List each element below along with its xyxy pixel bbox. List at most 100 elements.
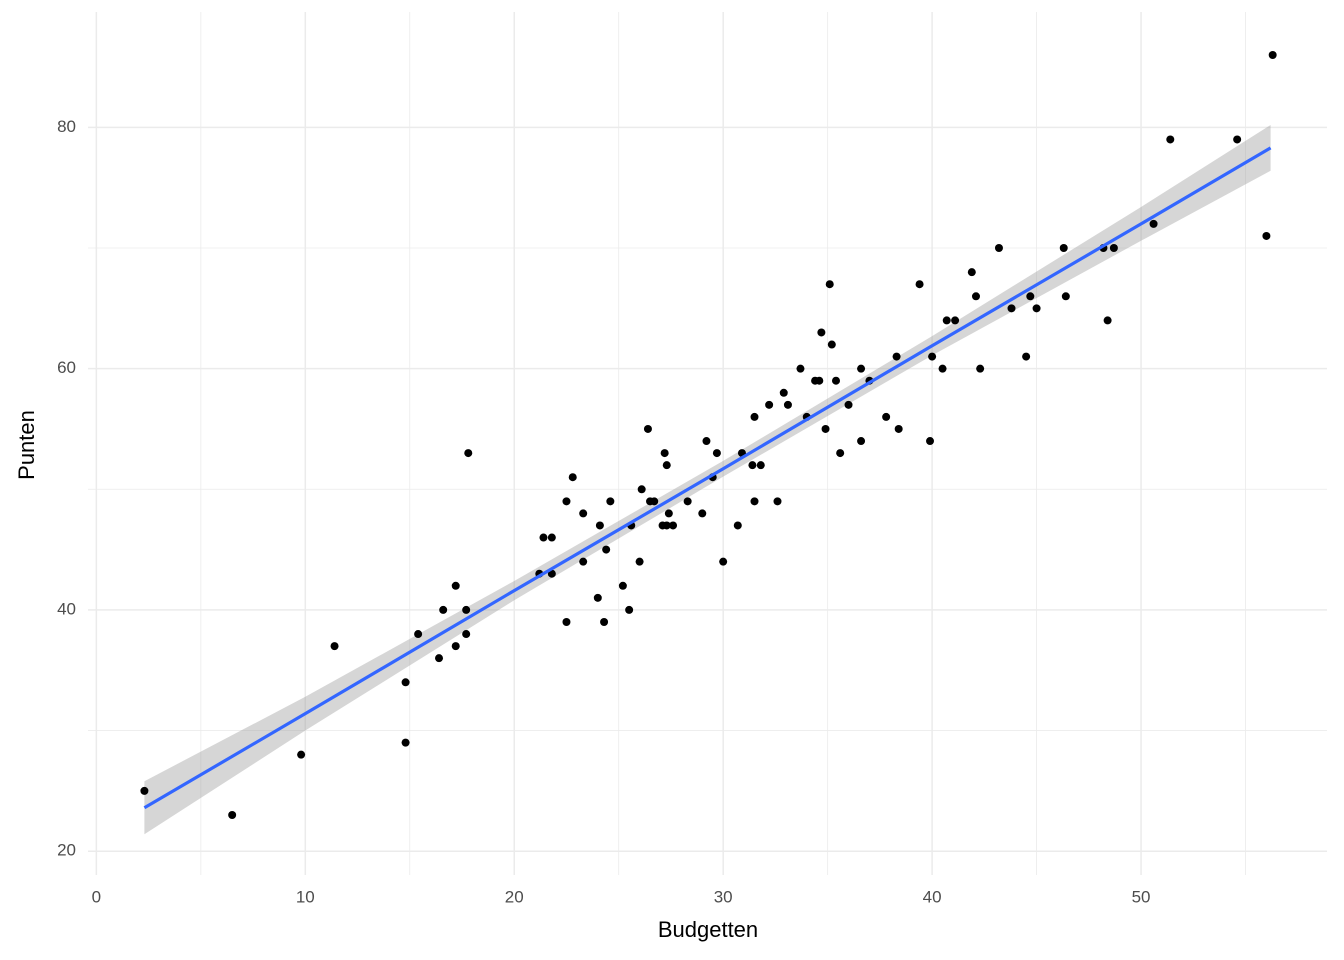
point	[1059, 244, 1068, 253]
x-tick-label: 50	[1132, 887, 1151, 906]
point	[439, 605, 448, 614]
point	[562, 617, 571, 626]
y-axis-title: Punten	[14, 410, 39, 480]
point	[635, 557, 644, 566]
point	[783, 400, 792, 409]
point	[733, 521, 742, 530]
point	[915, 280, 924, 289]
point	[942, 316, 951, 325]
point	[821, 424, 830, 433]
y-tick-label: 40	[57, 599, 76, 618]
point	[967, 268, 976, 277]
x-tick-label: 40	[923, 887, 942, 906]
point	[435, 654, 444, 663]
point	[664, 509, 673, 518]
point	[750, 497, 759, 506]
y-tick-label: 20	[57, 841, 76, 860]
point	[825, 280, 834, 289]
x-tick-label: 30	[714, 887, 733, 906]
point	[1149, 219, 1158, 228]
point	[926, 437, 935, 446]
point	[796, 364, 805, 373]
point	[1007, 304, 1016, 313]
point	[702, 437, 711, 446]
point	[857, 364, 866, 373]
point	[547, 533, 556, 542]
point	[857, 437, 866, 446]
point	[600, 617, 609, 626]
point	[579, 557, 588, 566]
point	[765, 400, 774, 409]
point	[719, 557, 728, 566]
point	[595, 521, 604, 530]
point	[779, 388, 788, 397]
point	[831, 376, 840, 385]
point	[462, 605, 471, 614]
point	[773, 497, 782, 506]
point	[637, 485, 646, 494]
point	[606, 497, 615, 506]
point	[712, 449, 721, 458]
point	[228, 811, 237, 819]
point	[568, 473, 577, 482]
point	[401, 738, 410, 747]
point	[562, 497, 571, 506]
point	[892, 352, 901, 361]
point	[1026, 292, 1035, 301]
point	[882, 412, 891, 421]
point	[618, 581, 627, 590]
point	[451, 642, 460, 651]
point	[994, 244, 1003, 253]
point	[662, 521, 671, 530]
point	[462, 630, 471, 639]
y-tick-label: 60	[57, 358, 76, 377]
point	[1268, 51, 1277, 59]
point	[1109, 244, 1118, 253]
point	[414, 630, 423, 639]
point	[140, 786, 149, 795]
point	[827, 340, 836, 349]
point	[547, 569, 556, 578]
point	[625, 605, 634, 614]
point	[451, 581, 460, 590]
point	[1103, 316, 1112, 325]
point	[971, 292, 980, 301]
point	[748, 461, 757, 470]
point	[660, 449, 669, 458]
point	[297, 750, 306, 759]
point	[662, 461, 671, 470]
point	[698, 509, 707, 518]
point	[579, 509, 588, 518]
point	[539, 533, 548, 542]
point	[1032, 304, 1041, 313]
x-tick-label: 10	[296, 887, 315, 906]
point	[1022, 352, 1031, 361]
y-tick-label: 80	[57, 117, 76, 136]
point	[976, 364, 985, 373]
point	[1233, 135, 1242, 144]
point	[643, 424, 652, 433]
x-axis-title: Budgetten	[658, 917, 758, 942]
point	[1061, 292, 1070, 301]
point	[951, 316, 960, 325]
point	[844, 400, 853, 409]
point	[330, 642, 339, 651]
fit-line	[143, 146, 1272, 810]
point	[750, 412, 759, 421]
point	[938, 364, 947, 373]
x-tick-label: 0	[92, 887, 101, 906]
point	[894, 424, 903, 433]
point	[928, 352, 937, 361]
point	[669, 521, 678, 530]
point	[683, 497, 692, 506]
point	[401, 678, 410, 687]
point	[593, 593, 602, 602]
point	[815, 376, 824, 385]
point	[1166, 135, 1175, 144]
point	[1262, 231, 1271, 240]
x-tick-label: 20	[505, 887, 524, 906]
point	[602, 545, 611, 554]
point	[464, 449, 473, 458]
point	[817, 328, 826, 337]
